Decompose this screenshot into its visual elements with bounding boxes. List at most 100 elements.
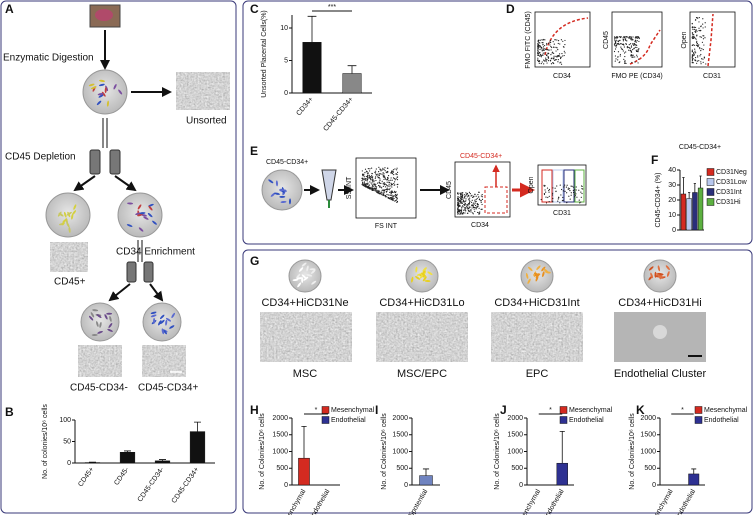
- bar: [154, 460, 171, 464]
- event-dot: [481, 208, 483, 210]
- cell: [527, 278, 531, 284]
- event-dot: [371, 183, 373, 185]
- event-dot: [392, 177, 395, 179]
- event-dot: [362, 184, 365, 187]
- event-dot: [548, 189, 550, 192]
- event-dot: [553, 57, 555, 59]
- event-dot: [617, 56, 619, 58]
- event-dot: [477, 205, 479, 207]
- legend-label: Mesenchymal: [704, 407, 748, 414]
- event-dot: [388, 196, 390, 199]
- event-dot: [361, 180, 363, 182]
- error-bar: [159, 459, 166, 461]
- event-dot: [562, 190, 564, 192]
- cell: [544, 271, 551, 274]
- event-dot: [630, 36, 632, 38]
- y-tick-label: 30: [668, 182, 676, 189]
- event-dot: [383, 191, 385, 194]
- significance-mark: *: [549, 407, 552, 414]
- event-dot: [560, 194, 562, 196]
- event-dot: [477, 203, 479, 206]
- cell: [73, 204, 77, 210]
- event-dot: [461, 201, 463, 203]
- event-dot: [563, 50, 565, 52]
- cell: [90, 312, 95, 318]
- event-dot: [628, 49, 630, 51]
- event-dot: [385, 189, 387, 191]
- event-dot: [378, 171, 380, 173]
- event-dot: [548, 49, 550, 51]
- event-dot: [378, 186, 381, 188]
- panel-letter: B: [5, 405, 14, 419]
- axis-label: CD45: [446, 181, 453, 199]
- event-dot: [543, 38, 545, 41]
- event-dot: [624, 60, 626, 62]
- event-dot: [630, 39, 632, 41]
- event-dot: [541, 49, 543, 51]
- event-dot: [613, 43, 616, 45]
- event-dot: [460, 195, 462, 197]
- legend-label: Endothelial: [569, 417, 604, 424]
- bar: [686, 198, 692, 231]
- fraction-label: CD45-CD34-: [70, 383, 128, 394]
- event-dot: [366, 177, 369, 179]
- cell: [127, 202, 134, 205]
- event-dot: [555, 50, 557, 52]
- axis-label: CD34: [471, 222, 489, 229]
- event-dot: [375, 183, 377, 185]
- event-dot: [383, 195, 385, 197]
- x-tick-label: Endothelial: [674, 488, 698, 515]
- y-tick-label: 50: [63, 438, 71, 445]
- event-dot: [368, 184, 371, 186]
- event-dot: [691, 58, 693, 60]
- event-dot: [396, 198, 398, 200]
- event-dot: [702, 18, 704, 20]
- x-tick-label: CD45-: [113, 466, 131, 487]
- event-dot: [363, 182, 365, 184]
- event-dot: [473, 195, 475, 197]
- event-dot: [626, 40, 628, 42]
- y-axis-label: No. of Colonies/10⁶ cells: [494, 413, 501, 490]
- event-dot: [630, 46, 632, 48]
- event-dot: [368, 187, 370, 189]
- event-dot: [696, 62, 698, 64]
- event-dot: [638, 40, 640, 43]
- event-dot: [557, 59, 559, 61]
- event-dot: [537, 57, 539, 59]
- cell: [268, 179, 274, 184]
- legend-label: Mesenchymal: [569, 407, 613, 414]
- event-dot: [552, 192, 554, 194]
- event-dot: [564, 190, 566, 192]
- event-dot: [546, 187, 549, 189]
- event-dot: [540, 46, 543, 48]
- cell: [665, 265, 670, 271]
- legend-label: CD31Neg: [716, 169, 747, 176]
- event-dot: [613, 39, 616, 41]
- event-dot: [459, 192, 461, 195]
- event-dot: [630, 45, 633, 47]
- panel-letter: H: [250, 403, 259, 417]
- event-dot: [566, 192, 568, 194]
- event-dot: [545, 196, 547, 198]
- event-dot: [381, 180, 383, 182]
- event-dot: [619, 61, 621, 63]
- event-dot: [691, 57, 693, 59]
- cell: [139, 212, 146, 215]
- event-dot: [457, 203, 459, 205]
- event-dot: [381, 173, 383, 175]
- y-axis-label: No. of Colonies/10⁶ cells: [629, 413, 636, 490]
- event-dot: [364, 186, 367, 188]
- axis-label: CD34: [553, 73, 571, 80]
- event-dot: [545, 60, 547, 62]
- cell: [113, 83, 117, 90]
- event-dot: [627, 46, 629, 48]
- y-axis-label: No. of colonies/10⁶ cells: [42, 404, 49, 479]
- event-dot: [391, 170, 393, 173]
- cell: [96, 100, 102, 106]
- event-dot: [366, 180, 368, 182]
- y-tick-label: 1000: [507, 448, 523, 455]
- event-dot: [464, 196, 466, 198]
- event-dot: [632, 56, 634, 58]
- event-dot: [573, 193, 575, 195]
- micrograph: [376, 312, 468, 362]
